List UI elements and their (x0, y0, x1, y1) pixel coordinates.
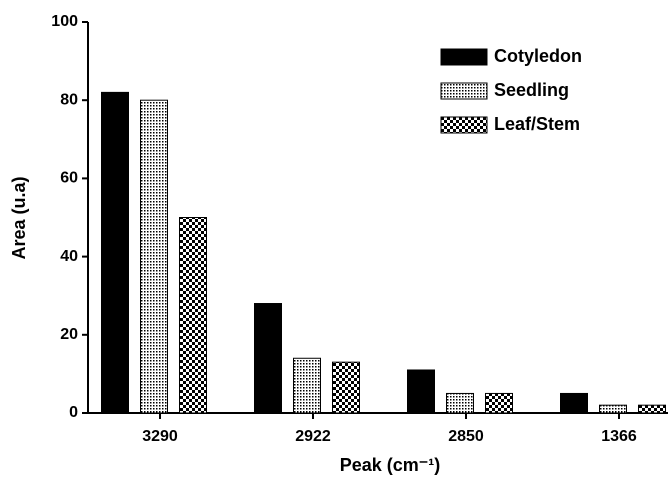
legend-label: Leaf/Stem (494, 114, 580, 134)
y-tick-label: 20 (60, 326, 78, 343)
bar (638, 404, 666, 414)
y-tick-label: 60 (60, 170, 78, 187)
x-tick-label: 2922 (295, 428, 331, 445)
bar (101, 91, 129, 414)
bar (485, 392, 513, 414)
legend-label: Cotyledon (494, 46, 582, 66)
bar (446, 392, 474, 414)
bar (254, 303, 282, 414)
bar (407, 369, 435, 414)
bar (293, 357, 321, 414)
y-tick-label: 100 (51, 13, 78, 30)
x-tick-label: 2850 (448, 428, 484, 445)
y-axis-label: Area (u.a) (9, 176, 29, 259)
bar (599, 404, 627, 414)
x-tick-label: 3290 (142, 428, 178, 445)
y-tick-label: 0 (69, 404, 78, 421)
y-tick-label: 80 (60, 91, 78, 108)
legend-swatch (440, 116, 488, 134)
bar (140, 99, 168, 414)
bar (332, 361, 360, 414)
bar (179, 217, 207, 414)
legend-swatch (440, 82, 488, 100)
bar (560, 392, 588, 414)
legend-swatch (440, 48, 488, 66)
legend-label: Seedling (494, 80, 569, 100)
x-tick-label: 1366 (601, 428, 637, 445)
y-tick-label: 40 (60, 248, 78, 265)
x-axis-label: Peak (cm⁻¹) (340, 455, 441, 475)
